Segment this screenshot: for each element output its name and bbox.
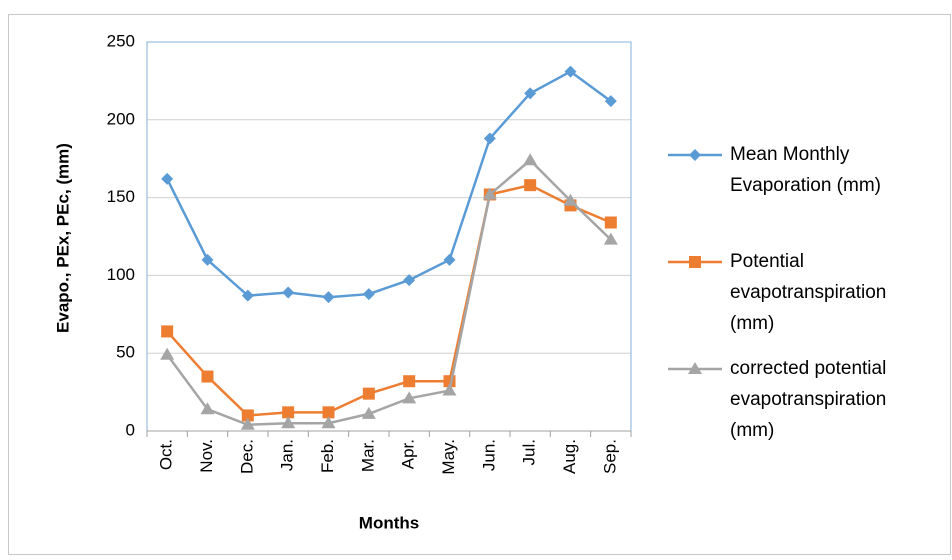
marker	[362, 387, 375, 400]
x-tick-label: Dec.	[237, 439, 256, 474]
marker	[524, 87, 537, 100]
marker	[282, 286, 295, 299]
x-tick-label: Aug.	[560, 439, 579, 474]
legend-label: Mean Monthly Evaporation (mm)	[730, 144, 881, 196]
x-tick-label: May.	[439, 439, 458, 475]
marker	[322, 291, 335, 304]
marker	[688, 362, 702, 374]
x-tick-label: Oct.	[157, 439, 176, 470]
series-line	[166, 183, 612, 417]
series-line	[166, 70, 612, 299]
marker	[482, 187, 497, 200]
y-axis-label: Evapo., PEx, PEc, (mm)	[53, 143, 72, 333]
y-tick-label: 200	[107, 109, 135, 128]
marker	[281, 416, 296, 429]
marker	[161, 172, 174, 185]
marker	[282, 406, 295, 419]
marker	[689, 256, 701, 268]
legend-label: Potential evapotranspiration (mm)	[730, 251, 886, 334]
marker	[241, 289, 254, 302]
marker	[524, 179, 537, 192]
marker	[200, 402, 215, 415]
marker	[322, 406, 335, 419]
marker	[240, 417, 255, 430]
marker	[483, 132, 496, 145]
y-tick-label: 150	[107, 187, 135, 206]
legend-label: corrected potential evapotranspiration (mm…	[730, 358, 886, 441]
x-tick-label: Jun.	[479, 439, 498, 471]
chart-frame	[8, 14, 951, 555]
marker	[402, 391, 417, 404]
y-tick-label: 100	[107, 265, 135, 284]
marker	[160, 347, 175, 360]
y-tick-label: 50	[116, 343, 135, 362]
x-tick-label: Sep.	[600, 439, 619, 474]
marker	[604, 95, 617, 108]
marker	[241, 409, 254, 422]
marker	[603, 232, 618, 245]
marker	[201, 253, 214, 266]
marker	[564, 65, 577, 78]
x-tick-label: Jul.	[520, 439, 539, 465]
marker	[361, 406, 376, 419]
x-axis-label: Months	[359, 513, 419, 532]
marker	[604, 216, 617, 229]
marker	[403, 375, 416, 388]
marker	[201, 370, 214, 383]
marker	[689, 149, 701, 161]
marker	[161, 325, 174, 338]
x-tick-label: Feb.	[318, 439, 337, 473]
y-tick-label: 0	[126, 420, 135, 439]
x-tick-label: Nov.	[197, 439, 216, 473]
x-tick-label: Mar.	[358, 439, 377, 472]
marker	[362, 288, 375, 301]
marker	[321, 416, 336, 429]
marker	[563, 193, 578, 206]
marker	[523, 153, 538, 166]
series-line	[166, 158, 612, 427]
y-tick-label: 250	[107, 31, 135, 50]
x-tick-label: Apr.	[399, 439, 418, 469]
marker	[403, 274, 416, 287]
marker	[443, 253, 456, 266]
marker	[442, 383, 457, 396]
x-tick-label: Jan.	[278, 439, 297, 471]
